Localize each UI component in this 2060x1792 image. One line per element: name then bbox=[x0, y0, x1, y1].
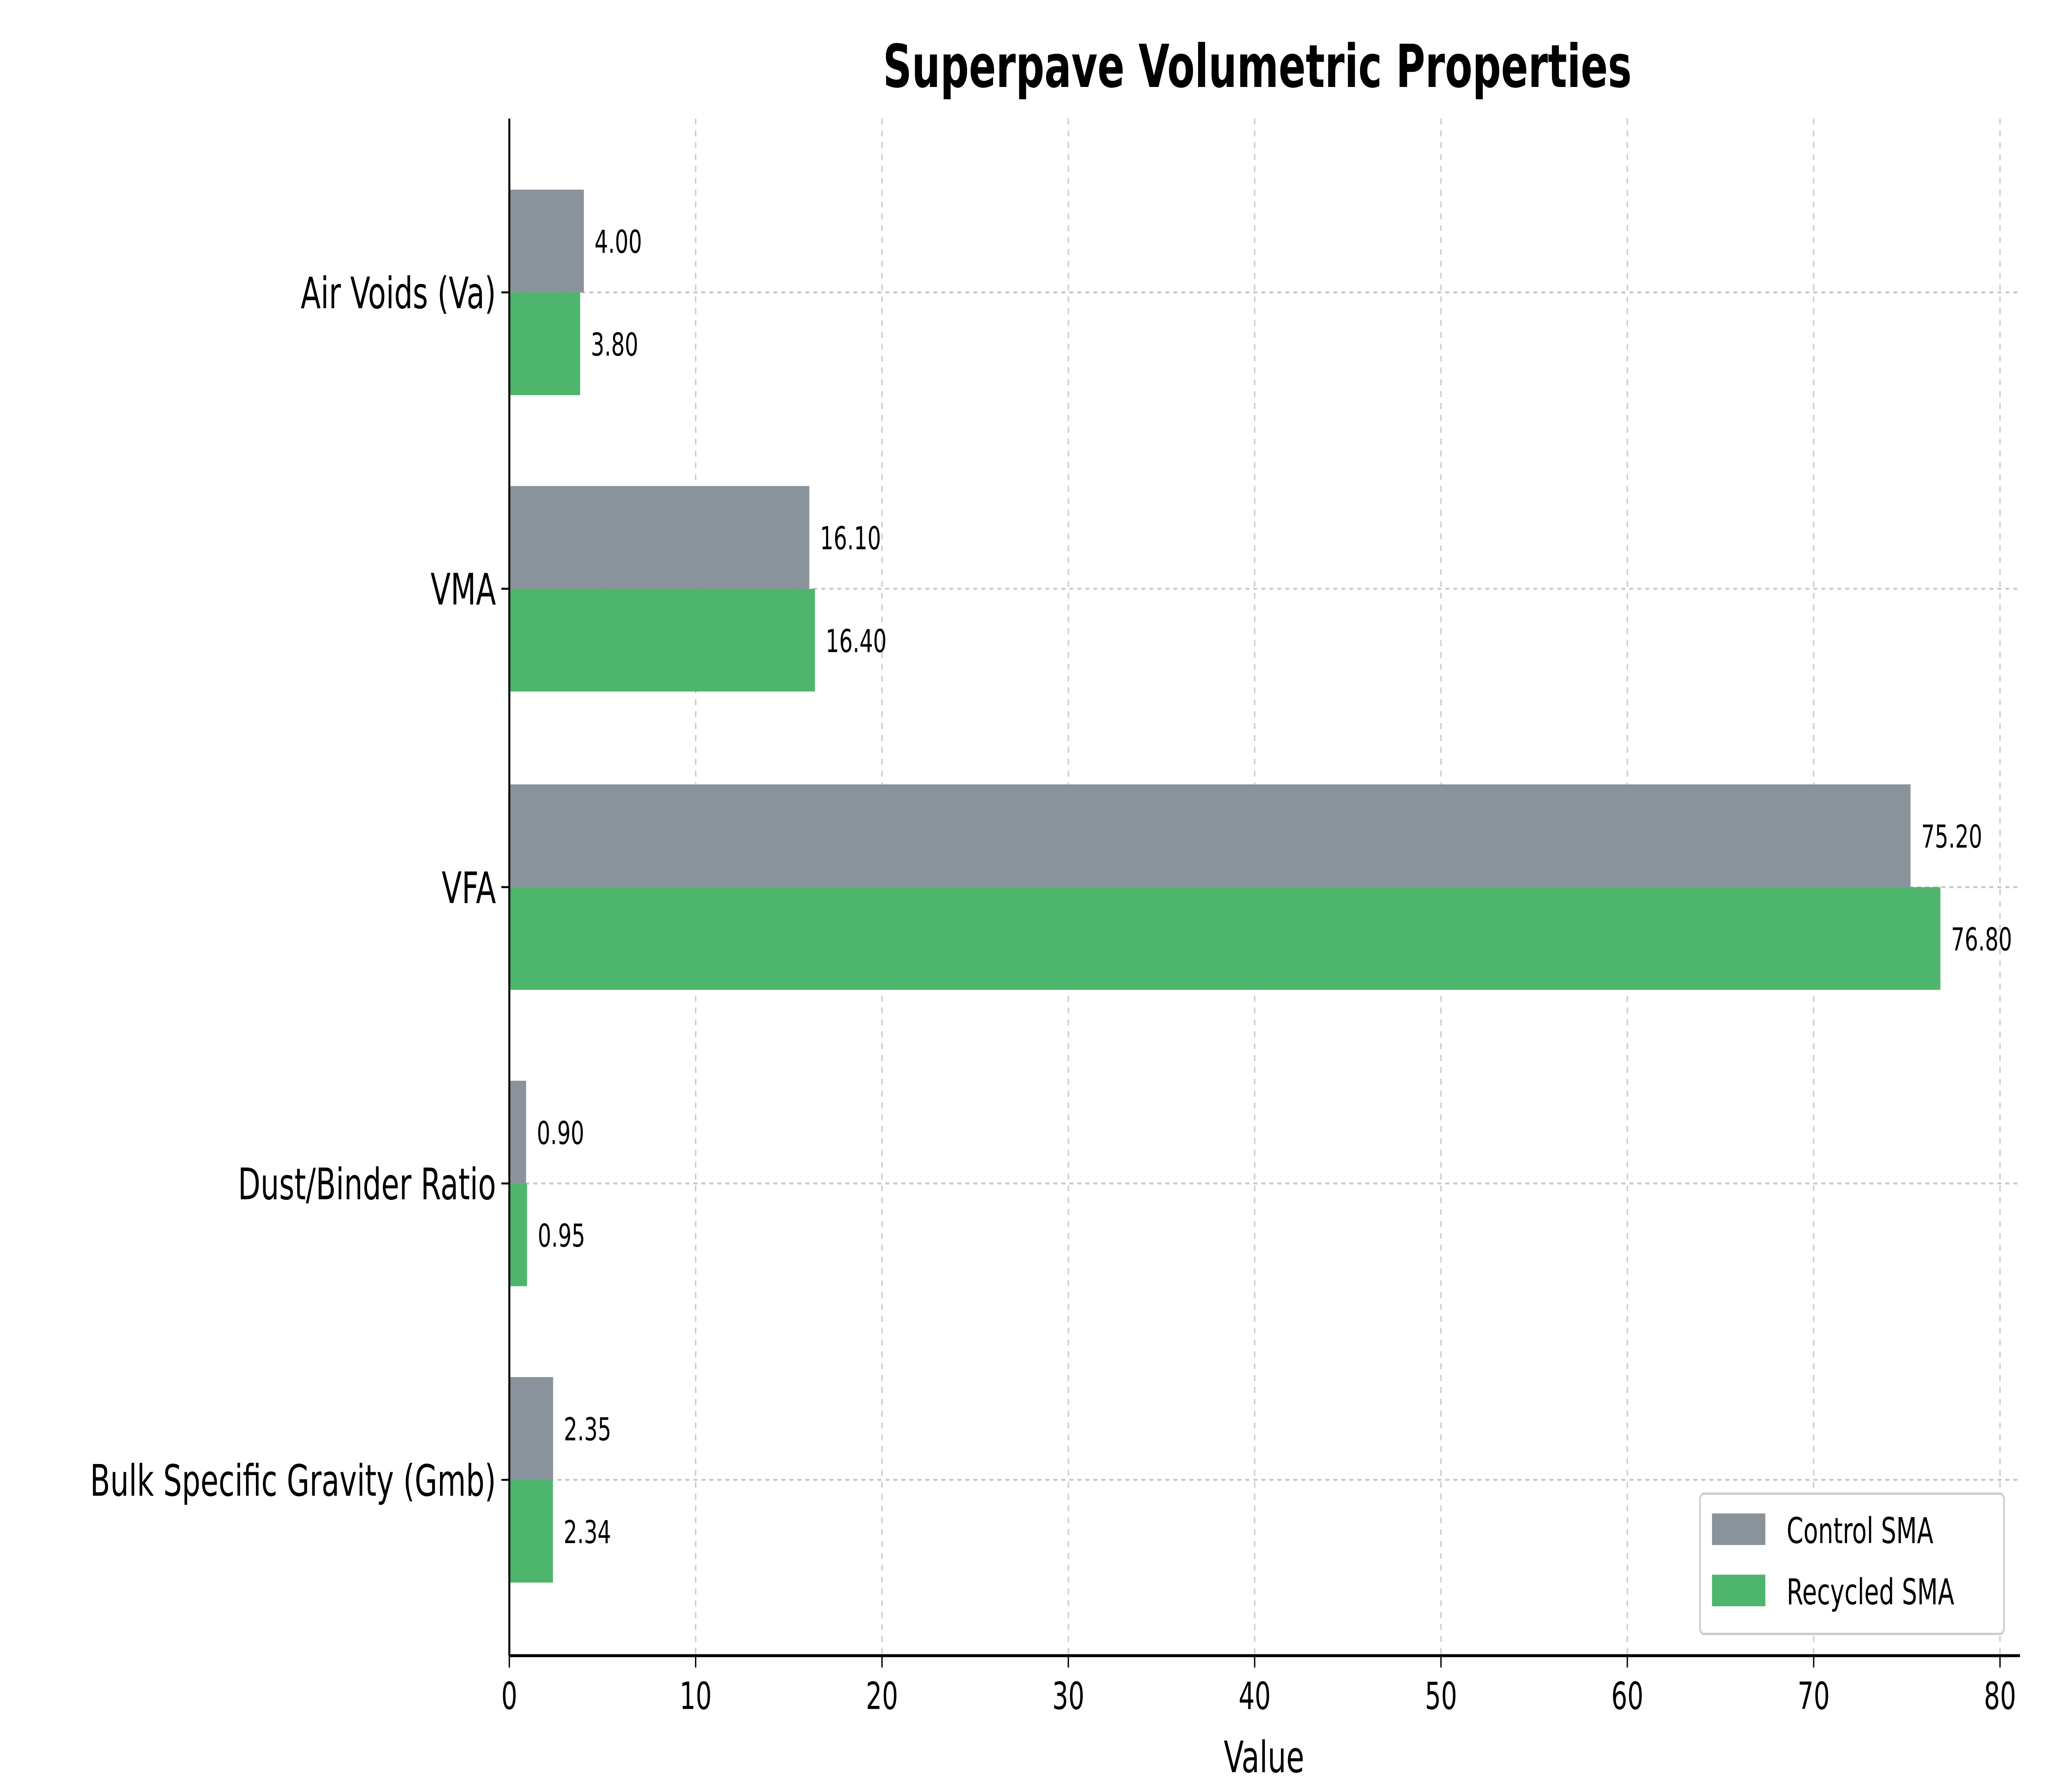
data-label: 16.40 bbox=[826, 623, 887, 660]
x-tick-label: 0 bbox=[501, 1675, 517, 1718]
data-label: 3.80 bbox=[591, 327, 638, 363]
x-axis-label: Value bbox=[1224, 1732, 1304, 1783]
data-label: 4.00 bbox=[595, 224, 642, 260]
data-label: 75.20 bbox=[1921, 819, 1982, 855]
bar-control bbox=[509, 784, 1911, 887]
data-label: 2.34 bbox=[564, 1514, 611, 1551]
bar-control bbox=[509, 486, 810, 589]
legend-label-recycled: Recycled SMA bbox=[1787, 1572, 1955, 1613]
y-tick-label: VFA bbox=[442, 863, 496, 914]
bar-recycled bbox=[509, 588, 815, 692]
data-label: 0.95 bbox=[538, 1218, 585, 1254]
y-tick-label: VMA bbox=[431, 565, 496, 615]
bar-control bbox=[509, 1377, 553, 1480]
x-tick-label: 70 bbox=[1798, 1675, 1830, 1718]
legend-swatch-recycled bbox=[1712, 1574, 1765, 1607]
x-tick-label: 20 bbox=[866, 1675, 898, 1718]
legend-label-control: Control SMA bbox=[1787, 1511, 1934, 1552]
legend: Control SMA Recycled SMA bbox=[1699, 1492, 2005, 1635]
x-tick-label: 30 bbox=[1052, 1675, 1084, 1718]
data-label: 2.35 bbox=[564, 1411, 611, 1448]
data-label: 76.80 bbox=[1951, 921, 2012, 958]
chart-title: Superpave Volumetric Properties bbox=[883, 32, 1632, 101]
x-tick-label: 50 bbox=[1425, 1675, 1457, 1718]
bar-recycled bbox=[509, 1480, 553, 1583]
data-labels: 4.00 3.80 16.10 16.40 75.20 76.80 0.90 0.95 2.35… bbox=[537, 224, 2012, 1551]
legend-swatch-control bbox=[1712, 1513, 1765, 1545]
y-tick-labels: Air Voids (Va) VMA VFA Dust/Binder Ratio Bul… bbox=[90, 268, 510, 1506]
x-tick-label: 60 bbox=[1611, 1675, 1643, 1718]
bar-recycled bbox=[509, 292, 581, 395]
y-tick-label: Air Voids (Va) bbox=[301, 268, 496, 319]
bars bbox=[509, 190, 1941, 1583]
x-tick-label: 10 bbox=[679, 1675, 712, 1718]
bar-control bbox=[509, 1080, 526, 1184]
y-tick-label: Bulk Specific Gravity (Gmb) bbox=[90, 1455, 496, 1506]
data-label: 16.10 bbox=[820, 520, 881, 557]
x-tick-labels: 0 10 20 30 40 50 60 70 80 bbox=[501, 1656, 2016, 1718]
bar-control bbox=[509, 190, 584, 293]
x-tick-label: 80 bbox=[1984, 1675, 2016, 1718]
bar-recycled bbox=[509, 887, 1941, 990]
x-tick-label: 40 bbox=[1238, 1675, 1271, 1718]
y-tick-label: Dust/Binder Ratio bbox=[238, 1159, 496, 1210]
bar-recycled bbox=[509, 1183, 527, 1286]
data-label: 0.90 bbox=[537, 1115, 584, 1152]
